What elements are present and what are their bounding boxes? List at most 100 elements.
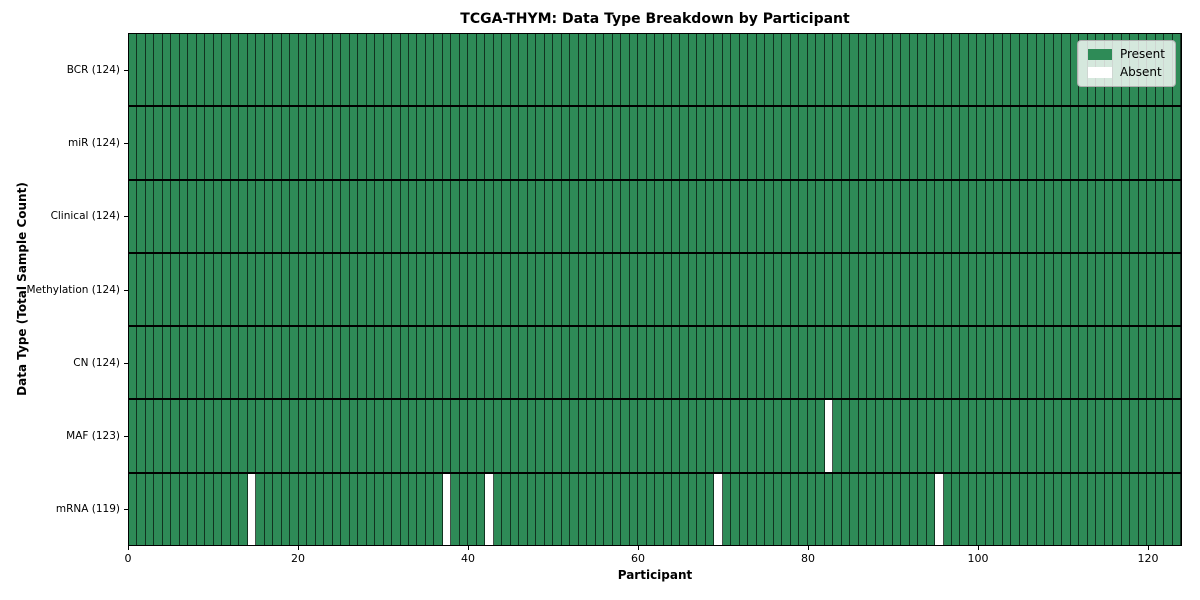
heatmap-cell [527,327,537,399]
heatmap-cell [273,327,282,399]
heatmap-cell [816,34,825,106]
heatmap-cell [145,180,155,252]
heatmap-cell [680,180,689,252]
heatmap-cell [926,253,936,326]
heatmap-cell [985,327,995,399]
heatmap-cell [1113,107,1122,179]
heatmap-cell [807,327,817,399]
heatmap-cell [1070,253,1080,326]
heatmap-cell [298,107,308,179]
heatmap-cell [315,473,325,545]
heatmap-cell [442,180,452,252]
heatmap-cell [137,400,146,472]
heatmap-cell [790,34,800,106]
heatmap-cell [790,400,800,472]
heatmap-cell [536,107,545,179]
heatmap-cell [553,327,562,399]
heatmap-cell [875,34,885,106]
heatmap-cell [1062,107,1071,179]
heatmap-cell [536,34,545,106]
heatmap-cell [1087,400,1097,472]
heatmap-cell [137,34,146,106]
heatmap-cell [222,107,231,179]
heatmap-cell [358,400,367,472]
heatmap-cell [918,400,927,472]
heatmap-cell [748,107,757,179]
heatmap-cell [256,473,265,545]
heatmap-cell [527,180,537,252]
heatmap-cell [977,253,986,326]
heatmap-cell [655,473,664,545]
heatmap-cell [1155,180,1165,252]
heatmap-cell [935,180,944,252]
heatmap-cell [824,34,834,106]
x-tick-mark [128,546,129,550]
heatmap-cell [459,34,469,106]
heatmap-cell [697,180,706,252]
heatmap-cell [451,327,460,399]
heatmap-cell [816,180,825,252]
heatmap-cell [324,327,333,399]
heatmap-cell [493,327,503,399]
heatmap-cell [570,180,579,252]
heatmap-cell [646,34,656,106]
heatmap-cell [638,400,647,472]
heatmap-cell [977,34,986,106]
heatmap-cell [1164,107,1173,179]
heatmap-cell [1121,473,1131,545]
heatmap-cell [1062,400,1071,472]
heatmap-cell [1045,107,1054,179]
heatmap-cell [417,107,426,179]
heatmap-cell [205,473,214,545]
heatmap-cell [230,473,240,545]
heatmap-cell [1036,400,1046,472]
heatmap-cell [1036,473,1046,545]
heatmap-cell [358,34,367,106]
heatmap-cell [892,253,902,326]
x-tick-mark [468,546,469,550]
heatmap-cell [341,400,350,472]
heatmap-cell [807,107,817,179]
heatmap-cell [476,473,486,545]
heatmap-cell [527,253,537,326]
heatmap-cell [1138,400,1148,472]
heatmap-cell [400,327,409,399]
heatmap-cell [273,253,282,326]
heatmap-cell [1045,400,1054,472]
heatmap-cell [451,34,460,106]
heatmap-cell [213,327,223,399]
heatmap-cell [459,473,469,545]
heatmap-cell [273,180,282,252]
heatmap-cell [672,327,681,399]
heatmap-cell [722,107,732,179]
heatmap-cell [985,473,995,545]
heatmap-cell [536,180,545,252]
heatmap-cell [332,400,342,472]
heatmap-cell [510,473,520,545]
heatmap-cell [867,473,876,545]
heatmap-row-Clinical [129,180,1182,254]
heatmap-cell [264,34,274,106]
heatmap-cell [239,107,248,179]
heatmap-cell [1002,180,1012,252]
heatmap-cell [179,107,189,179]
heatmap-cell [145,107,155,179]
heatmap-cell [425,253,435,326]
heatmap-cell [502,107,511,179]
heatmap-cell [205,34,214,106]
y-tick-mark [124,69,128,71]
heatmap-cell [273,107,282,179]
heatmap-cell [510,180,520,252]
heatmap-cell [561,34,571,106]
heatmap-cell [451,180,460,252]
heatmap-cell [782,327,791,399]
heatmap-cell [646,473,656,545]
y-tick-mark [124,216,128,218]
y-axis: BCR (124) miR (124) Clinical (124) Methylat… [0,33,128,546]
heatmap-cell [341,34,350,106]
heatmap-cell [247,180,257,252]
heatmap-cell [239,34,248,106]
heatmap-cell [951,473,961,545]
heatmap-cell [841,327,851,399]
heatmap-cell [773,327,783,399]
